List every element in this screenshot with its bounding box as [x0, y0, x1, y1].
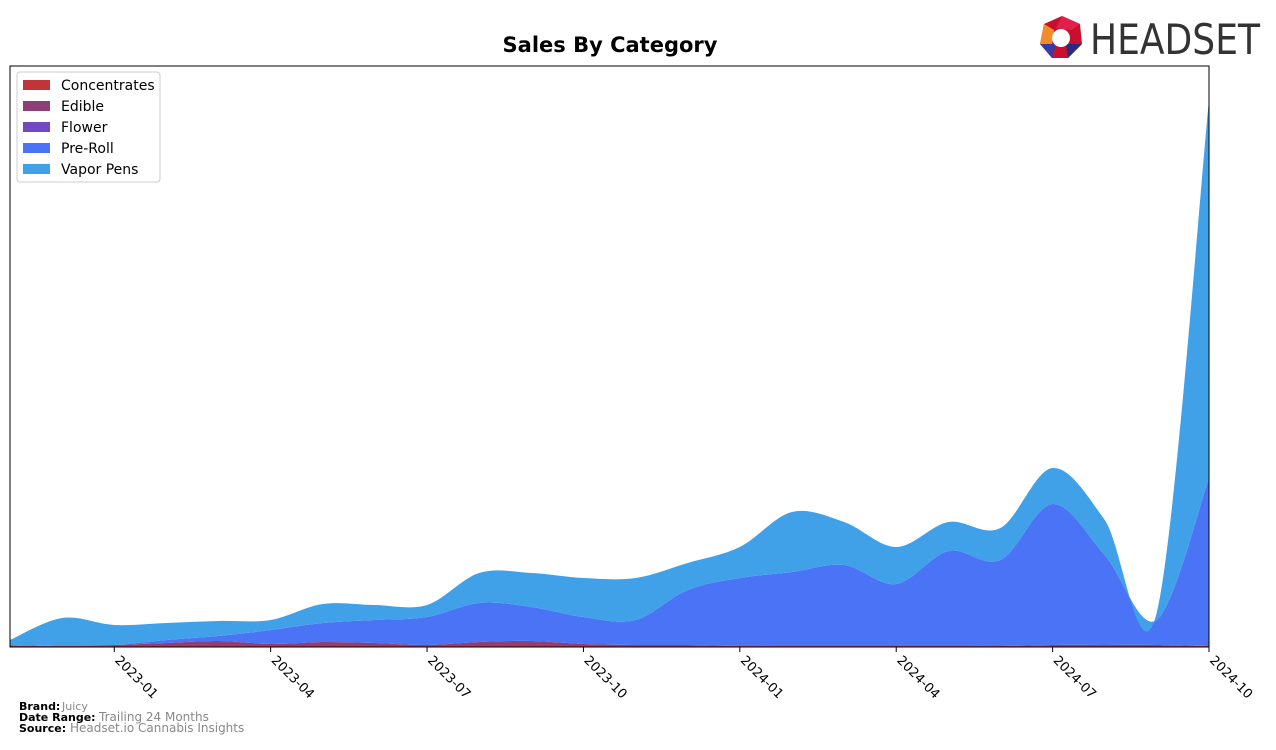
footer: Brand: Juicy Date Range: Trailing 24 Mon… — [19, 700, 244, 735]
logo-text: HEADSET — [1090, 15, 1260, 64]
footer-label: Brand: — [19, 700, 60, 713]
footer-value: Headset.io Cannabis Insights — [70, 721, 244, 735]
x-tick-label: 2024-10 — [1206, 653, 1255, 702]
legend-swatch — [23, 164, 50, 174]
footer-label: Source: — [19, 722, 66, 735]
x-tick-label: 2023-01 — [111, 653, 160, 702]
legend-label: Concentrates — [61, 78, 155, 94]
x-tick-label: 2023-04 — [268, 653, 317, 702]
logo: HEADSET — [1040, 15, 1260, 64]
legend-swatch — [23, 143, 50, 153]
area — [10, 640, 1209, 647]
footer-label: Date Range: — [19, 711, 96, 724]
legend-swatch — [23, 101, 50, 111]
x-tick-label: 2024-01 — [737, 653, 786, 702]
legend-label: Edible — [61, 99, 104, 115]
area — [10, 478, 1209, 647]
legend-swatch — [23, 122, 50, 132]
legend-box — [16, 71, 161, 183]
legend-label: Pre-Roll — [61, 141, 114, 157]
legend-label: Flower — [61, 120, 108, 136]
plot-frame — [9, 65, 1210, 648]
chart-title: Sales By Category — [503, 33, 718, 57]
x-tick-label: 2024-07 — [1050, 653, 1099, 702]
legend-swatch — [23, 80, 50, 90]
x-tick-label: 2024-04 — [893, 653, 942, 702]
x-tick-label: 2023-07 — [424, 653, 473, 702]
footer-value: Trailing 24 Months — [98, 710, 209, 724]
x-tick-label: 2023-10 — [581, 653, 630, 702]
legend-label: Vapor Pens — [61, 162, 138, 178]
footer-value: Juicy — [61, 700, 88, 713]
